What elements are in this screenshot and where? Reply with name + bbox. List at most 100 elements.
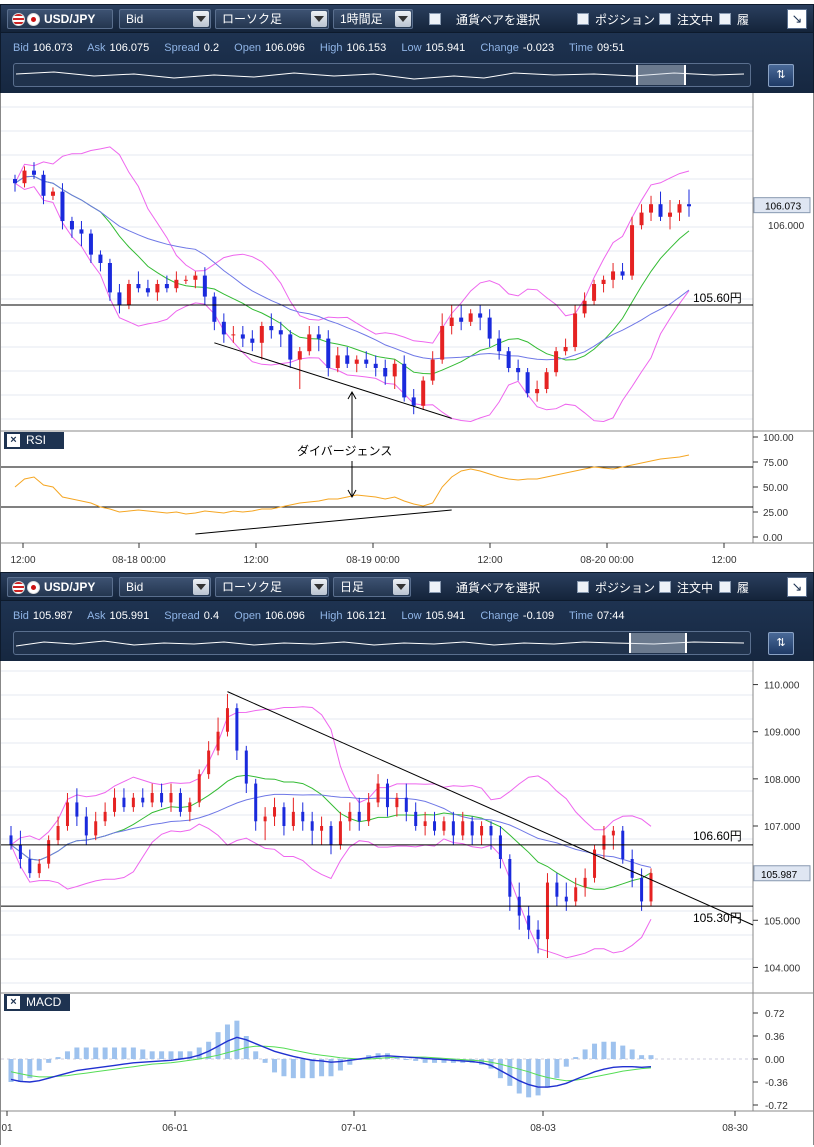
candle-body (47, 840, 51, 864)
chart-type-label: ローソク足 (222, 580, 283, 594)
candle-body (404, 797, 408, 812)
candle-body (18, 844, 22, 859)
candle-body (310, 821, 314, 831)
timeframe-select[interactable]: 日足 (333, 577, 411, 597)
candle-body (620, 271, 625, 276)
position-label: ポジション (595, 13, 656, 27)
candle-body (103, 811, 107, 822)
macd-histogram-bar (620, 1045, 626, 1059)
macd-histogram-bar (206, 1041, 212, 1059)
candle-body (423, 821, 427, 826)
chart-type-select[interactable]: ローソク足 (215, 577, 329, 597)
overview-sparkline (15, 71, 745, 80)
us-flag-icon (12, 13, 25, 26)
bottom-chart-area[interactable]: 106.60円 105.30円 110.000 109.000 108.000 107.0… (0, 661, 814, 1145)
close-icon[interactable]: × (7, 996, 20, 1009)
macd-signal-line (10, 1045, 652, 1082)
bollinger-upper-line (10, 706, 652, 846)
candle-body (544, 372, 549, 389)
undock-icon[interactable]: ↘ (787, 9, 807, 29)
candle-body (169, 793, 173, 803)
macd-histogram-bar (526, 1059, 532, 1098)
candle-body (41, 174, 46, 196)
candle-body (440, 326, 445, 360)
pair-select-checkbox[interactable] (429, 581, 441, 593)
x-tick-label: 08-30 (722, 1123, 748, 1134)
orders-checkbox[interactable] (659, 581, 671, 593)
price-type-select[interactable]: Bid (119, 577, 211, 597)
macd-histogram-bar (112, 1047, 118, 1059)
macd-histogram-bar (319, 1059, 325, 1077)
chart-type-label: ローソク足 (222, 12, 283, 26)
orders-checkbox[interactable] (659, 13, 671, 25)
price-type-select[interactable]: Bid (119, 9, 211, 29)
macd-histogram-bar (281, 1059, 287, 1077)
candle-body (535, 389, 540, 394)
scroller-thumb[interactable] (636, 65, 686, 85)
chart-type-select[interactable]: ローソク足 (215, 9, 329, 29)
candle-body (376, 783, 380, 803)
candle-body (160, 793, 164, 803)
y-tick-label: 106.000 (768, 221, 805, 232)
candle-body (563, 347, 568, 352)
chevron-down-icon (311, 11, 327, 27)
scroller-thumb[interactable] (629, 633, 687, 653)
range-scroller[interactable] (13, 631, 751, 655)
pair-select-label[interactable]: 通貨ペアを選択 (456, 13, 541, 27)
macd-histogram-bar (121, 1047, 127, 1059)
x-tick-label: 08-18 00:00 (112, 555, 166, 566)
macd-histogram-bar (347, 1059, 353, 1065)
macd-histogram-bar (422, 1059, 428, 1063)
undock-icon[interactable]: ↘ (787, 577, 807, 597)
pair-select-checkbox[interactable] (429, 13, 441, 25)
candle-body (216, 731, 220, 751)
timeframe-label: 日足 (340, 580, 365, 594)
top-chart-area[interactable]: 105.60円 106.073 106.000 100.00 75.00 50.00 25.… (0, 93, 814, 572)
candle-body (470, 821, 474, 836)
macd-histogram-bar (272, 1059, 278, 1073)
position-checkbox[interactable] (577, 581, 589, 593)
history-checkbox[interactable] (719, 581, 731, 593)
candle-body (364, 359, 369, 364)
orders-label: 注文中 (677, 581, 714, 595)
close-icon[interactable]: × (7, 434, 20, 447)
candle-body (677, 204, 682, 213)
macd-tick-label: -0.36 (765, 1078, 788, 1089)
candle-body (117, 292, 122, 305)
hourly-chart-svg[interactable]: 105.60円 106.073 106.000 100.00 75.00 50.00 25.… (1, 93, 813, 572)
rsi-tick-label: 75.00 (763, 458, 788, 469)
moving-average-line (10, 793, 652, 868)
x-tick-label: 12:00 (10, 555, 35, 566)
macd-histogram-bar (187, 1051, 193, 1059)
macd-histogram-bar (516, 1059, 522, 1094)
candle-body (145, 288, 150, 293)
resistance-line-label: 106.60円 (693, 829, 742, 843)
candle-body (630, 225, 635, 276)
x-tick-label: 08-19 00:00 (346, 555, 400, 566)
history-checkbox[interactable] (719, 13, 731, 25)
x-tick-label: 12:00 (477, 555, 502, 566)
position-checkbox[interactable] (577, 13, 589, 25)
daily-chart-svg[interactable]: 106.60円 105.30円 110.000 109.000 108.000 107.0… (1, 661, 813, 1145)
timeframe-select[interactable]: 1時間足 (333, 9, 413, 29)
range-scroller[interactable] (13, 63, 751, 87)
candle-body (498, 835, 502, 859)
candle-body (592, 284, 597, 301)
macd-histogram-bar (592, 1043, 598, 1059)
candle-body (489, 826, 493, 836)
candle-body (291, 811, 295, 826)
candle-body (250, 338, 255, 343)
macd-line (10, 1036, 652, 1088)
jp-flag-icon (27, 581, 40, 594)
scroll-toggle-icon[interactable]: ⇅ (768, 64, 794, 87)
symbol-select[interactable]: USD/JPY (7, 9, 113, 29)
pair-select-label[interactable]: 通貨ペアを選択 (456, 581, 541, 595)
resistance-trend-line (227, 691, 754, 926)
current-price-badge (753, 197, 811, 214)
symbol-select[interactable]: USD/JPY (7, 577, 113, 597)
macd-histogram-bar (328, 1059, 334, 1077)
candle-body (668, 212, 673, 217)
scroll-toggle-icon[interactable]: ⇅ (768, 632, 794, 655)
candle-body (487, 317, 492, 339)
x-tick-label: 12:00 (711, 555, 736, 566)
